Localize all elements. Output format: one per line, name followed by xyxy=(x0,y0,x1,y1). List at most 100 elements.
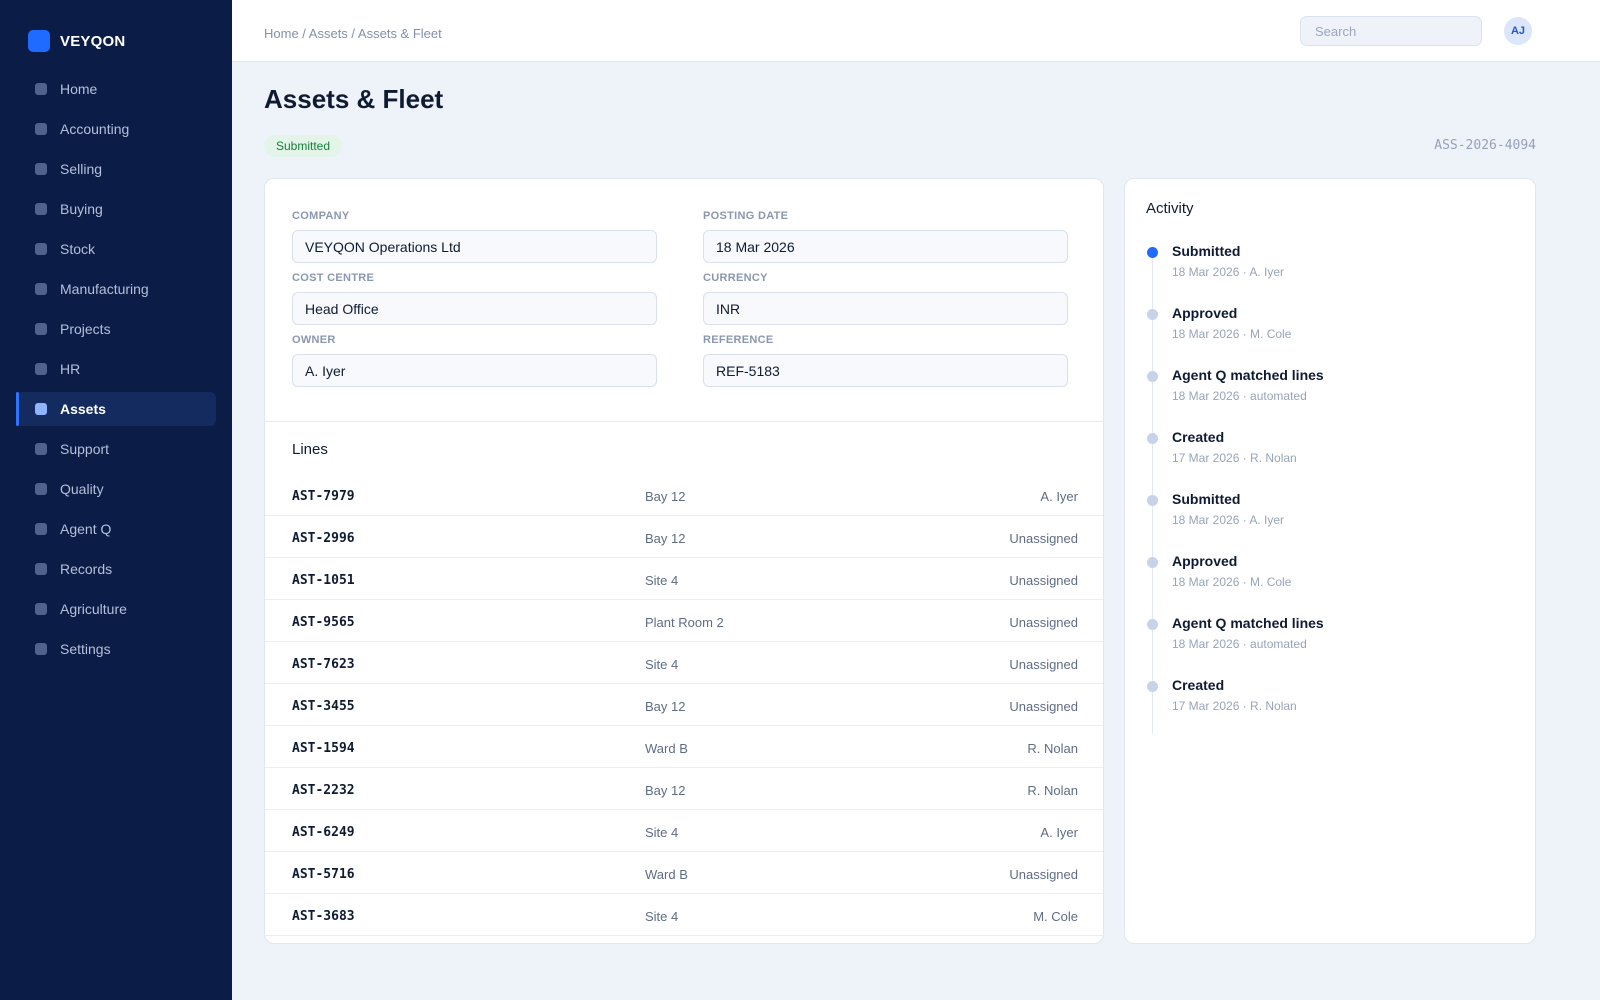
sidebar-item-support[interactable]: Support xyxy=(16,432,216,466)
sidebar-item-manufacturing[interactable]: Manufacturing xyxy=(16,272,216,306)
sidebar-item-records[interactable]: Records xyxy=(16,552,216,586)
asset-id: AST-1051 xyxy=(292,573,355,588)
asset-owner: R. Nolan xyxy=(1027,783,1078,798)
sidebar: VEYQON Home Accounting Selling Buying St… xyxy=(0,0,232,1000)
sidebar-item-label: Stock xyxy=(60,241,96,257)
activity-item-title: Submitted xyxy=(1172,243,1241,259)
topbar: Home / Assets / Assets & Fleet AJ xyxy=(232,0,1600,62)
timeline-dot-icon xyxy=(1147,681,1158,692)
status-badge: Submitted xyxy=(264,135,343,157)
activity-timeline: Submitted 18 Mar 2026 · A. Iyer Approved 1… xyxy=(1125,241,1537,737)
asset-location: Ward B xyxy=(645,741,688,756)
square-icon xyxy=(35,603,47,615)
asset-owner: Unassigned xyxy=(1009,699,1078,714)
sidebar-item-accounting[interactable]: Accounting xyxy=(16,112,216,146)
asset-id: AST-7979 xyxy=(292,489,355,504)
activity-card: Activity Submitted 18 Mar 2026 · A. Iyer … xyxy=(1124,178,1536,944)
activity-item-meta: 17 Mar 2026 · R. Nolan xyxy=(1172,699,1297,713)
activity-item-title: Created xyxy=(1172,429,1225,445)
sidebar-item-label: Projects xyxy=(60,321,111,337)
asset-owner: R. Nolan xyxy=(1027,741,1078,756)
asset-location: Bay 12 xyxy=(645,783,686,798)
brand[interactable]: VEYQON xyxy=(28,30,125,52)
activity-item-title: Created xyxy=(1172,677,1225,693)
company-field[interactable] xyxy=(292,230,657,263)
sidebar-item-label: Home xyxy=(60,81,98,97)
table-row[interactable]: AST-6249 Site 4 A. Iyer xyxy=(265,810,1103,852)
activity-item: Created 17 Mar 2026 · R. Nolan xyxy=(1125,675,1537,737)
activity-title: Activity xyxy=(1146,200,1194,217)
lines-title: Lines xyxy=(292,441,328,458)
square-icon xyxy=(35,443,47,455)
sidebar-item-label: Agriculture xyxy=(60,601,127,617)
activity-item-title: Agent Q matched lines xyxy=(1172,615,1324,631)
document-id: ASS-2026-4094 xyxy=(1434,138,1536,153)
sidebar-item-agriculture[interactable]: Agriculture xyxy=(16,592,216,626)
sidebar-item-selling[interactable]: Selling xyxy=(16,152,216,186)
cost-centre-field[interactable] xyxy=(292,292,657,325)
asset-id: AST-7623 xyxy=(292,657,355,672)
square-icon xyxy=(35,323,47,335)
sidebar-item-label: Support xyxy=(60,441,110,457)
table-row[interactable]: AST-1594 Ward B R. Nolan xyxy=(265,726,1103,768)
square-icon xyxy=(35,483,47,495)
sidebar-item-agent-q[interactable]: Agent Q xyxy=(16,512,216,546)
sidebar-item-stock[interactable]: Stock xyxy=(16,232,216,266)
breadcrumb[interactable]: Home / Assets / Assets & Fleet xyxy=(264,26,442,41)
avatar[interactable]: AJ xyxy=(1504,17,1532,45)
asset-location: Site 4 xyxy=(645,657,679,672)
sidebar-item-quality[interactable]: Quality xyxy=(16,472,216,506)
asset-location: Plant Room 2 xyxy=(645,615,724,630)
sidebar-item-settings[interactable]: Settings xyxy=(16,632,216,666)
asset-location: Bay 12 xyxy=(645,699,686,714)
activity-item-meta: 18 Mar 2026 · M. Cole xyxy=(1172,575,1292,589)
square-icon xyxy=(35,363,47,375)
square-icon xyxy=(35,523,47,535)
activity-item: Agent Q matched lines 18 Mar 2026 · autom… xyxy=(1125,613,1537,675)
asset-owner: Unassigned xyxy=(1009,657,1078,672)
table-row[interactable]: AST-9565 Plant Room 2 Unassigned xyxy=(265,600,1103,642)
table-row[interactable]: AST-3455 Bay 12 Unassigned xyxy=(265,684,1103,726)
table-row[interactable]: AST-1051 Site 4 Unassigned xyxy=(265,558,1103,600)
table-row[interactable]: AST-5716 Ward B Unassigned xyxy=(265,852,1103,894)
activity-item: Created 17 Mar 2026 · R. Nolan xyxy=(1125,427,1537,489)
sidebar-item-label: Settings xyxy=(60,641,111,657)
sidebar-item-label: Manufacturing xyxy=(60,281,149,297)
table-row[interactable]: AST-2232 Bay 12 R. Nolan xyxy=(265,768,1103,810)
posting-date-field[interactable] xyxy=(703,230,1068,263)
table-row[interactable]: AST-3683 Site 4 M. Cole xyxy=(265,894,1103,936)
sidebar-item-projects[interactable]: Projects xyxy=(16,312,216,346)
owner-field[interactable] xyxy=(292,354,657,387)
reference-field[interactable] xyxy=(703,354,1068,387)
reference-label: REFERENCE xyxy=(703,334,774,346)
currency-field-group: CURRENCY xyxy=(703,272,1068,325)
search-input[interactable] xyxy=(1300,16,1482,46)
sidebar-item-label: Quality xyxy=(60,481,104,497)
asset-location: Bay 12 xyxy=(645,531,686,546)
asset-owner: A. Iyer xyxy=(1040,825,1078,840)
page-title: Assets & Fleet xyxy=(264,84,444,114)
sidebar-item-hr[interactable]: HR xyxy=(16,352,216,386)
activity-item-meta: 18 Mar 2026 · A. Iyer xyxy=(1172,513,1285,527)
asset-id: AST-1594 xyxy=(292,741,355,756)
table-row[interactable]: AST-2996 Bay 12 Unassigned xyxy=(265,516,1103,558)
timeline-dot-icon xyxy=(1147,433,1158,444)
asset-location: Site 4 xyxy=(645,573,679,588)
table-row[interactable]: AST-7979 Bay 12 A. Iyer xyxy=(265,474,1103,516)
asset-location: Ward B xyxy=(645,867,688,882)
activity-item-meta: 18 Mar 2026 · automated xyxy=(1172,389,1307,403)
timeline-dot-icon xyxy=(1147,495,1158,506)
asset-owner: M. Cole xyxy=(1033,909,1078,924)
square-icon xyxy=(35,83,47,95)
asset-id: AST-6249 xyxy=(292,825,355,840)
currency-field[interactable] xyxy=(703,292,1068,325)
table-row[interactable]: AST-7623 Site 4 Unassigned xyxy=(265,642,1103,684)
sidebar-item-home[interactable]: Home xyxy=(16,72,216,106)
asset-id: AST-3683 xyxy=(292,909,355,924)
sidebar-item-label: Buying xyxy=(60,201,103,217)
sidebar-item-buying[interactable]: Buying xyxy=(16,192,216,226)
owner-field-group: OWNER xyxy=(292,334,657,387)
sidebar-item-assets[interactable]: Assets xyxy=(16,392,216,426)
posting-date-label: POSTING DATE xyxy=(703,210,789,222)
sidebar-item-label: Records xyxy=(60,561,113,577)
